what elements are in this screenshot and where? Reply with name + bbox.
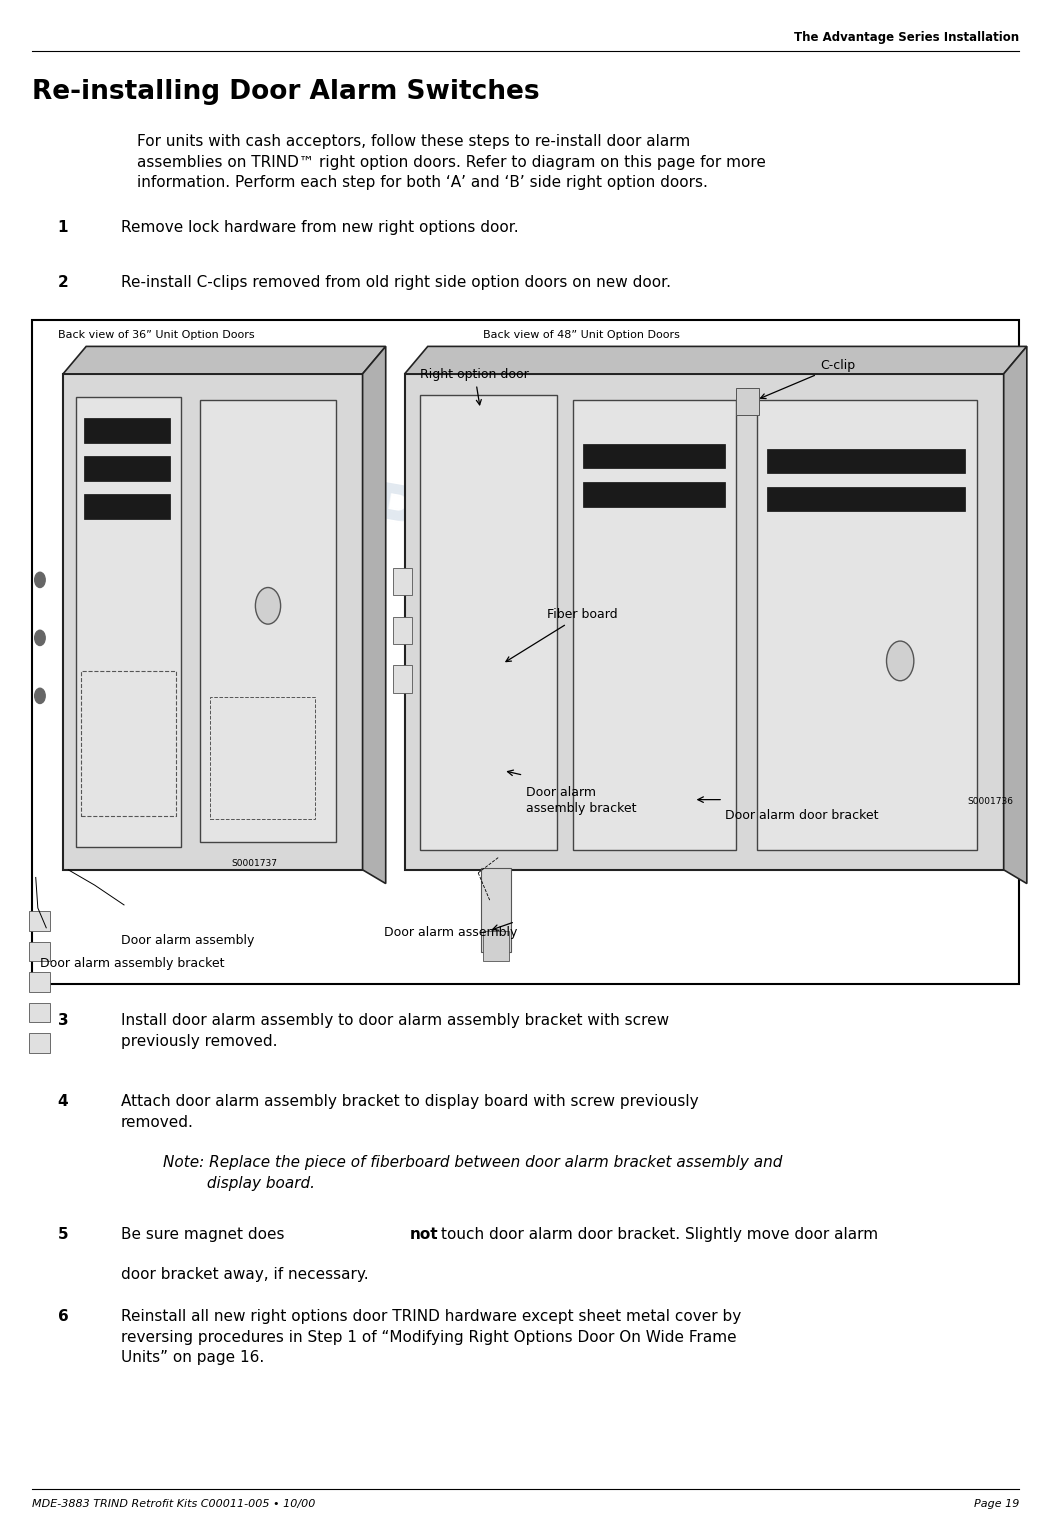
Text: PRELIMINARY: PRELIMINARY xyxy=(359,478,944,652)
Circle shape xyxy=(35,688,45,703)
Bar xyxy=(29,972,50,992)
Text: Right option door: Right option door xyxy=(420,368,529,404)
Text: Reinstall all new right options door TRIND hardware except sheet metal cover by
: Reinstall all new right options door TRI… xyxy=(121,1309,741,1366)
Text: Re-install C-clips removed from old right side option doors on new door.: Re-install C-clips removed from old righ… xyxy=(121,275,671,290)
Text: not: not xyxy=(410,1227,438,1242)
Bar xyxy=(210,697,315,819)
Bar xyxy=(29,911,50,931)
Bar xyxy=(757,400,977,850)
Bar xyxy=(573,400,736,850)
Bar xyxy=(393,665,412,693)
Text: touch door alarm door bracket. Slightly move door alarm: touch door alarm door bracket. Slightly … xyxy=(441,1227,879,1242)
Text: Door alarm
assembly bracket: Door alarm assembly bracket xyxy=(526,786,636,815)
Text: Door alarm assembly: Door alarm assembly xyxy=(384,926,517,940)
Circle shape xyxy=(35,630,45,645)
Bar xyxy=(405,374,1004,870)
Bar xyxy=(481,868,511,952)
Bar xyxy=(200,400,336,842)
Text: Door alarm assembly bracket: Door alarm assembly bracket xyxy=(40,957,225,971)
Polygon shape xyxy=(363,346,386,884)
Bar xyxy=(767,487,965,511)
Bar xyxy=(84,418,170,443)
Text: Note: Replace the piece of fiberboard between door alarm bracket assembly and
  : Note: Replace the piece of fiberboard be… xyxy=(163,1155,782,1190)
Bar xyxy=(583,444,725,468)
Text: 4: 4 xyxy=(58,1094,68,1109)
Circle shape xyxy=(35,572,45,588)
Bar xyxy=(767,449,965,473)
Text: 6: 6 xyxy=(58,1309,68,1325)
Text: The Advantage Series Installation: The Advantage Series Installation xyxy=(795,31,1019,44)
Bar xyxy=(84,494,170,519)
Bar xyxy=(29,1033,50,1053)
Text: Door alarm door bracket: Door alarm door bracket xyxy=(725,809,879,823)
Text: 2: 2 xyxy=(58,275,68,290)
Polygon shape xyxy=(1004,346,1027,884)
Text: Re-installing Door Alarm Switches: Re-installing Door Alarm Switches xyxy=(32,79,539,105)
Text: MDE-3883 TRIND Retrofit Kits C00011-005 • 10/00: MDE-3883 TRIND Retrofit Kits C00011-005 … xyxy=(32,1499,315,1509)
Text: 1: 1 xyxy=(58,220,68,235)
Bar xyxy=(420,395,557,850)
Text: Be sure magnet does: Be sure magnet does xyxy=(121,1227,289,1242)
Circle shape xyxy=(887,641,914,681)
Text: Back view of 48” Unit Option Doors: Back view of 48” Unit Option Doors xyxy=(483,330,680,340)
Bar xyxy=(393,617,412,644)
Bar xyxy=(81,671,176,816)
Bar xyxy=(583,482,725,507)
Text: Remove lock hardware from new right options door.: Remove lock hardware from new right opti… xyxy=(121,220,518,235)
Text: 3: 3 xyxy=(58,1013,68,1029)
Bar xyxy=(32,320,1019,984)
Bar xyxy=(29,942,50,961)
Text: For units with cash acceptors, follow these steps to re-install door alarm
assem: For units with cash acceptors, follow th… xyxy=(137,134,765,191)
Polygon shape xyxy=(405,346,1027,374)
Circle shape xyxy=(255,588,281,624)
Text: 5: 5 xyxy=(58,1227,68,1242)
Text: Install door alarm assembly to door alarm assembly bracket with screw
previously: Install door alarm assembly to door alar… xyxy=(121,1013,669,1048)
Text: Fiber board: Fiber board xyxy=(506,607,617,662)
Text: Attach door alarm assembly bracket to display board with screw previously
remove: Attach door alarm assembly bracket to di… xyxy=(121,1094,699,1129)
Text: Page 19: Page 19 xyxy=(974,1499,1019,1509)
Text: Back view of 36” Unit Option Doors: Back view of 36” Unit Option Doors xyxy=(58,330,254,340)
Bar xyxy=(29,1003,50,1022)
Text: S0001737: S0001737 xyxy=(231,859,277,868)
Bar xyxy=(483,931,509,961)
Polygon shape xyxy=(63,346,386,374)
Text: door bracket away, if necessary.: door bracket away, if necessary. xyxy=(121,1267,369,1282)
Text: S0001736: S0001736 xyxy=(967,797,1013,806)
Text: Door alarm assembly: Door alarm assembly xyxy=(121,934,254,948)
Bar xyxy=(76,397,181,847)
Text: C-clip: C-clip xyxy=(761,359,854,398)
Bar xyxy=(393,568,412,595)
Bar xyxy=(736,388,759,415)
Bar xyxy=(84,456,170,481)
Bar xyxy=(63,374,363,870)
